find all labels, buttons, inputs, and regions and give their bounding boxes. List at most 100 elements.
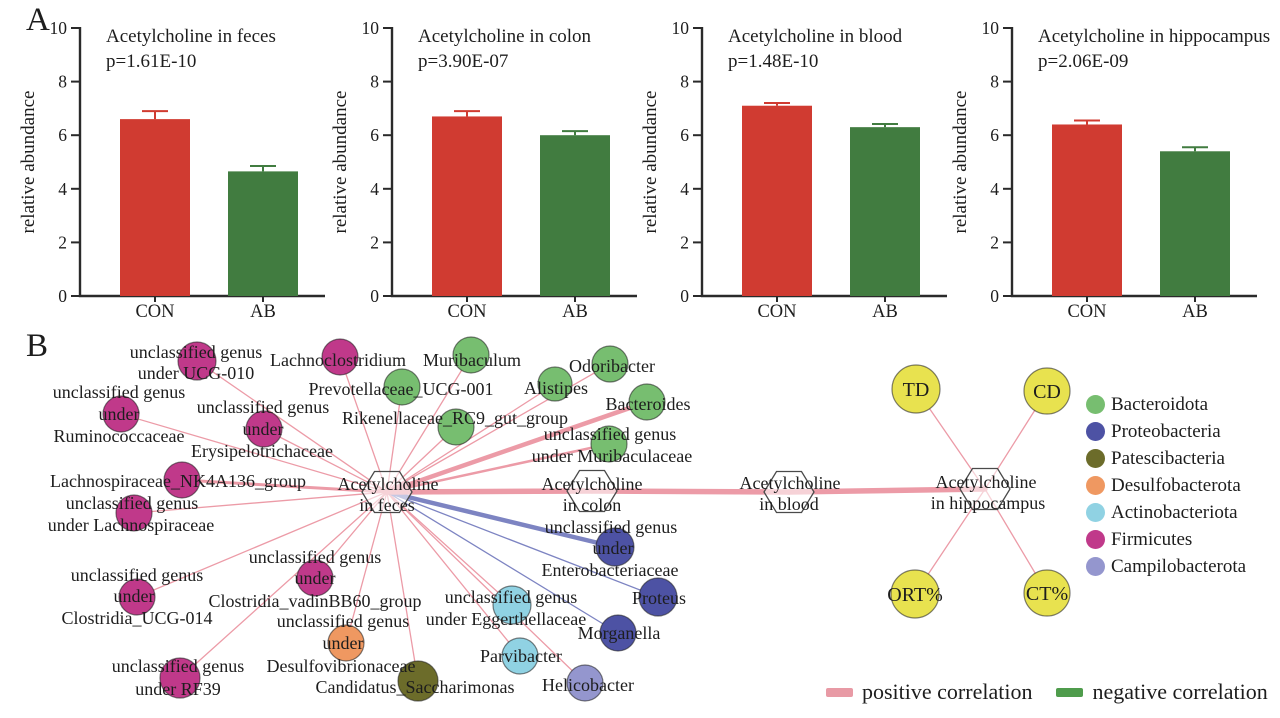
bar-con (742, 105, 812, 296)
edge-positive-correlation (179, 491, 388, 679)
y-axis-label: relative abundance (330, 91, 351, 234)
label-clostridia_ucg014: under (114, 586, 155, 606)
label-ct: CT% (1026, 583, 1068, 605)
edge-positive-correlation (786, 486, 988, 495)
bar-con (1052, 124, 1122, 296)
node-clostridia_ucg014 (118, 578, 156, 616)
phylum-legend-label: Firmicutes (1111, 528, 1193, 550)
label-enterobacteriaceae: unclassified genus (545, 517, 677, 537)
phylum-legend-label: Actinobacteriota (1111, 501, 1238, 523)
label-erysipelotrichaceae: unclassified genus (197, 397, 329, 417)
edge-positive-correlation (345, 491, 388, 644)
y-tick-label: 8 (990, 72, 999, 92)
edge-positive-correlation (180, 478, 389, 494)
label-ach_hippocampus: in hippocampus (931, 493, 1046, 513)
label-ruminococcaceae: under (99, 404, 140, 424)
node-vadinbb60 (296, 559, 334, 597)
bar-con (120, 119, 190, 297)
phylum-legend-label: Desulfobacterota (1111, 474, 1241, 496)
phylum-color-dot (1086, 395, 1105, 414)
x-category-label: CON (1067, 302, 1106, 322)
hexagon-ach_blood (763, 470, 815, 514)
phylum-legend-item-desulfobacterota: Desulfobacterota (1086, 472, 1246, 499)
label-odoribacter: Odoribacter (569, 356, 655, 376)
x-category-label: AB (1182, 302, 1208, 322)
label-td: TD (903, 379, 930, 401)
node-erysipelotrichaceae (245, 410, 283, 448)
x-category-label: CON (135, 302, 174, 322)
label-prevotellaceae_ucg001: Prevotellaceae_UCG-001 (309, 379, 494, 399)
edge-positive-correlation (384, 488, 595, 495)
label-erysipelotrichaceae: Erysipelotrichaceae (191, 441, 333, 461)
label-vadinbb60: under (295, 568, 336, 588)
phylum-legend-item-proteobacteria: Proteobacteria (1086, 418, 1246, 445)
phylum-legend-item-bacteroidota: Bacteroidota (1086, 391, 1246, 418)
label-lachnoclostridium: Lachnoclostridium (270, 350, 406, 370)
phylum-legend-item-actinobacteriota: Actinobacteriota (1086, 499, 1246, 526)
label-ort: ORT% (887, 584, 942, 606)
chart-title: Acetylcholine in colon (418, 26, 592, 47)
label-nk4a136: Lachnospiraceae_NK4A136_group (50, 471, 306, 491)
bar-ab (540, 135, 610, 296)
bar-ab (1160, 151, 1230, 296)
correlation-legend-item: positive correlation (826, 679, 1032, 705)
edge-positive-correlation (385, 442, 611, 494)
node-td (891, 364, 941, 414)
node-nk4a136 (163, 461, 201, 499)
y-axis-label: relative abundance (640, 91, 661, 234)
node-enterobacteriaceae (595, 527, 635, 567)
label-ach_feces: Acetylcholine (338, 474, 439, 494)
y-tick-label: 6 (990, 125, 999, 145)
y-tick-label: 0 (58, 286, 67, 306)
y-tick-label: 6 (58, 125, 67, 145)
node-ucg010 (177, 341, 217, 381)
label-ach_blood: in blood (759, 494, 819, 514)
edge-positive-correlation (339, 356, 388, 493)
label-rf39: unclassified genus (112, 656, 244, 676)
bar-chart-1: 0 2 4 6 8 10 CON AB Acetylcholine in feces p=1.61… (18, 18, 325, 322)
label-parvibacter: Parvibacter (480, 646, 562, 666)
correlation-color-swatch (1056, 687, 1084, 697)
label-erysipelotrichaceae: under (243, 419, 284, 439)
label-enterobacteriaceae: Enterobacteriaceae (542, 560, 679, 580)
correlation-legend-item: negative correlation (1056, 679, 1268, 705)
phylum-color-dot (1086, 449, 1105, 468)
phylum-legend-label: Bacteroidota (1111, 393, 1209, 415)
panel-a-bar-charts: 0 2 4 6 8 10 CON AB Acetylcholine in feces p=1.61… (18, 18, 1270, 322)
label-ucg010: under UCG-010 (138, 363, 254, 383)
x-category-label: AB (872, 302, 898, 322)
y-tick-label: 2 (680, 232, 689, 252)
label-ach_blood: Acetylcholine (740, 473, 841, 493)
node-muribaculaceae (590, 425, 628, 463)
y-tick-label: 4 (680, 179, 689, 199)
edge-positive-correlation (386, 491, 586, 684)
y-tick-label: 0 (990, 286, 999, 306)
label-enterobacteriaceae: under (593, 538, 634, 558)
edge-positive-correlation (196, 360, 388, 493)
label-lachnospiraceae: unclassified genus (66, 493, 198, 513)
phylum-legend: Bacteroidota Proteobacteria Patescibacteri… (1086, 391, 1246, 580)
edge-positive-correlation (120, 413, 388, 493)
edge-positive-correlation (136, 491, 388, 598)
node-proteus (638, 577, 678, 617)
hexagon-ach_hippocampus (959, 467, 1011, 511)
phylum-legend-item-patescibacteria: Patescibacteria (1086, 445, 1246, 472)
edge-positive-correlation (263, 428, 388, 493)
node-saccharimonas (397, 660, 439, 702)
y-tick-label: 4 (370, 179, 379, 199)
phylum-color-dot (1086, 476, 1105, 495)
node-rikenellaceae_rc9 (437, 408, 475, 446)
node-helicobacter (566, 664, 604, 702)
panel-b-label: B (26, 328, 49, 364)
node-alistipes (537, 366, 573, 402)
node-muribaculum (452, 336, 490, 374)
label-rf39: under RF39 (135, 679, 221, 699)
label-proteus: Proteus (632, 588, 686, 608)
node-ort (890, 569, 940, 619)
label-clostridia_ucg014: unclassified genus (71, 565, 203, 585)
edge-negative-correlation (386, 491, 659, 598)
node-parvibacter (501, 637, 539, 675)
phylum-legend-label: Proteobacteria (1111, 420, 1221, 442)
y-tick-label: 6 (370, 125, 379, 145)
y-tick-label: 0 (370, 286, 379, 306)
